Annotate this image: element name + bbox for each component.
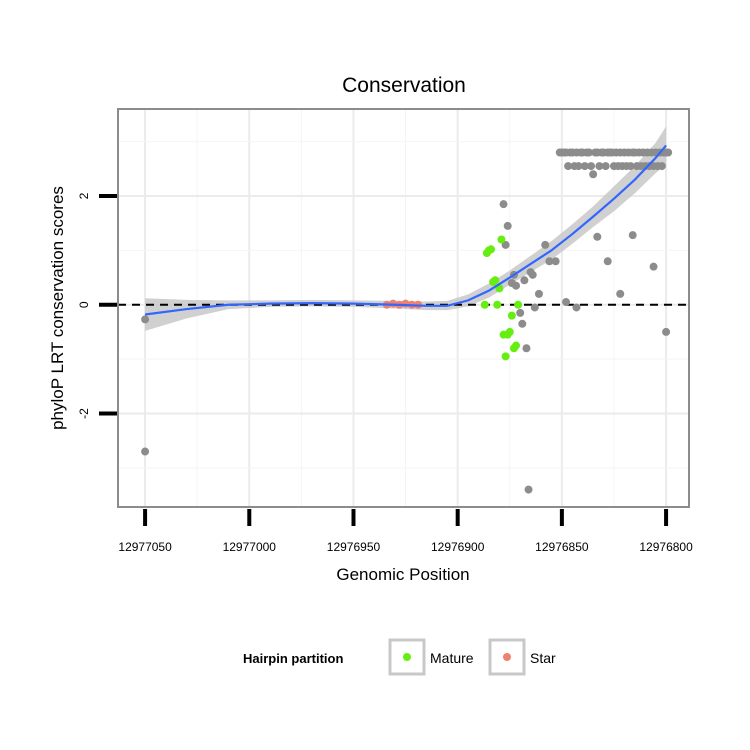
point-other — [572, 303, 581, 312]
x-axis-title: Genomic Position — [336, 565, 469, 584]
plot-border — [117, 108, 690, 508]
x-axis: 12977050 12977000 12976950 12976900 12976850… — [118, 509, 693, 554]
legend-dot-star — [503, 653, 511, 661]
point-other — [501, 240, 510, 249]
y-axis: -2 0 2 — [77, 192, 117, 419]
point-other — [503, 221, 512, 230]
y-tick-label: 2 — [77, 192, 91, 199]
point-mature — [514, 300, 523, 309]
point-other — [628, 231, 637, 240]
point-other — [524, 485, 533, 494]
point-other — [522, 344, 531, 353]
x-tick-label: 12976900 — [431, 540, 485, 554]
point-mature — [480, 300, 489, 309]
point-mature — [507, 311, 516, 320]
point-other — [528, 270, 537, 279]
point-other — [662, 327, 671, 336]
point-other — [616, 289, 625, 298]
points-layer — [141, 148, 673, 494]
point-other — [551, 257, 560, 266]
y-axis-title: phyloP LRT conservation scores — [48, 186, 67, 430]
point-other — [589, 170, 598, 179]
confidence-band-layer — [145, 126, 667, 331]
legend: Hairpin partition Mature Star — [243, 638, 556, 676]
point-other — [587, 162, 596, 171]
fit-line-layer — [144, 144, 667, 316]
point-other — [141, 447, 150, 456]
legend-label-star: Star — [530, 650, 556, 666]
chart-title: Conservation — [342, 74, 466, 97]
legend-entries: Mature Star — [388, 638, 556, 676]
x-tick-label: 12976850 — [535, 540, 589, 554]
point-other — [603, 257, 612, 266]
point-other — [657, 162, 666, 171]
point-other — [664, 148, 673, 157]
point-other — [601, 162, 610, 171]
point-other — [574, 162, 583, 171]
point-mature — [497, 235, 506, 244]
legend-title: Hairpin partition — [243, 651, 343, 666]
point-other — [626, 162, 635, 171]
smooth-fit-line — [144, 144, 667, 316]
legend-label-mature: Mature — [430, 650, 474, 666]
point-other — [530, 303, 539, 312]
point-mature — [501, 352, 510, 361]
point-other — [580, 162, 589, 171]
legend-dot-mature — [403, 653, 411, 661]
x-tick-label: 12977000 — [223, 540, 277, 554]
point-other — [518, 319, 527, 328]
point-other — [545, 257, 554, 266]
point-other — [520, 276, 529, 285]
y-tick-label: 0 — [77, 301, 91, 308]
confidence-band — [145, 126, 667, 331]
x-tick-label: 12977050 — [118, 540, 172, 554]
point-other — [593, 232, 602, 241]
point-mature — [487, 245, 496, 254]
point-other — [499, 200, 508, 209]
point-other — [541, 240, 550, 249]
point-other — [595, 162, 604, 171]
point-other — [512, 281, 521, 290]
x-tick-label: 12976950 — [327, 540, 381, 554]
point-other — [516, 308, 525, 317]
point-other — [564, 162, 573, 171]
point-other — [141, 315, 150, 324]
point-other — [584, 148, 593, 157]
x-tick-label: 12976800 — [639, 540, 693, 554]
point-mature — [493, 300, 502, 309]
point-other — [534, 289, 543, 298]
y-tick-label: -2 — [77, 408, 91, 419]
point-other — [649, 262, 658, 271]
point-mature — [512, 341, 521, 350]
point-mature — [505, 327, 514, 336]
grid — [118, 109, 689, 507]
point-mature — [491, 276, 500, 285]
point-other — [562, 298, 571, 307]
